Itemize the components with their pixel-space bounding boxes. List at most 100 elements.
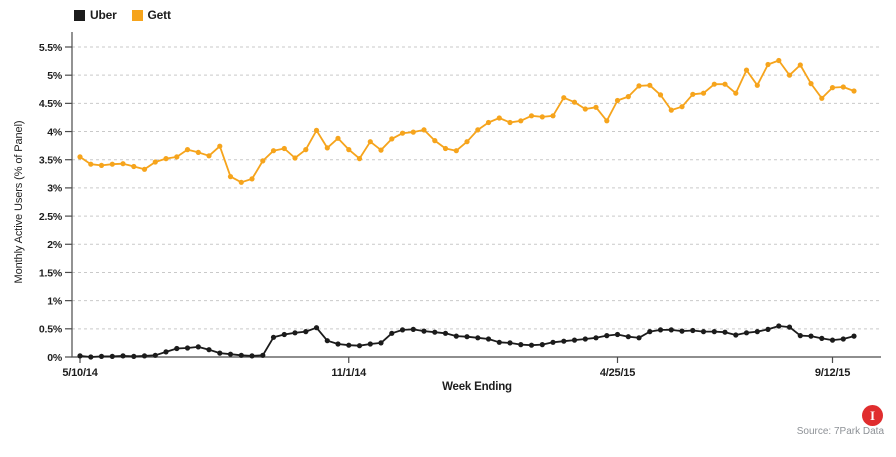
- data-point-gett: [399, 130, 406, 136]
- data-point-uber: [163, 349, 169, 355]
- data-point-gett: [184, 147, 191, 153]
- data-point-gett: [625, 94, 631, 100]
- y-tick-label: 4%: [47, 126, 63, 138]
- data-point-uber: [604, 333, 610, 339]
- data-point-gett: [496, 115, 502, 121]
- y-tick-label: 0.5%: [39, 324, 63, 336]
- data-point-uber: [593, 335, 599, 341]
- data-point-uber: [657, 327, 664, 333]
- y-tick-label: 0%: [47, 352, 63, 364]
- data-point-gett: [700, 90, 707, 96]
- uber-swatch-icon: [74, 9, 85, 21]
- data-point-uber: [98, 353, 105, 359]
- data-point-gett: [668, 107, 674, 113]
- data-point-gett: [131, 163, 137, 170]
- x-tick-label: 4/25/15: [600, 367, 635, 379]
- data-point-uber: [851, 333, 857, 339]
- data-point-gett: [614, 97, 621, 104]
- data-point-gett: [227, 174, 234, 180]
- data-point-gett: [647, 82, 653, 88]
- data-point-gett: [475, 127, 481, 133]
- data-point-gett: [335, 135, 341, 141]
- data-point-uber: [786, 324, 793, 330]
- data-point-gett: [464, 139, 470, 145]
- info-badge-icon[interactable]: I: [862, 405, 883, 426]
- data-point-gett: [120, 161, 126, 167]
- data-point-gett: [260, 158, 266, 164]
- data-point-gett: [152, 159, 158, 165]
- data-point-uber: [195, 344, 201, 350]
- data-point-uber: [668, 327, 674, 333]
- data-point-uber: [571, 337, 578, 343]
- data-point-gett: [485, 119, 492, 126]
- data-point-uber: [754, 329, 760, 335]
- data-point-gett: [378, 147, 384, 153]
- data-point-gett: [657, 92, 664, 98]
- data-point-uber: [399, 327, 406, 333]
- data-point-gett: [754, 82, 760, 88]
- legend-item-uber: Uber: [74, 8, 117, 22]
- data-point-uber: [539, 342, 545, 348]
- data-point-gett: [421, 127, 427, 133]
- data-point-gett: [141, 166, 148, 172]
- data-point-uber: [475, 335, 481, 341]
- data-point-uber: [550, 339, 556, 345]
- data-point-gett: [410, 129, 416, 135]
- data-point-uber: [335, 341, 341, 347]
- data-point-uber: [561, 338, 567, 344]
- data-point-uber: [292, 330, 298, 336]
- data-point-gett: [786, 72, 793, 78]
- x-axis-title: Week Ending: [442, 381, 512, 393]
- data-point-gett: [819, 95, 825, 101]
- data-point-uber: [829, 337, 836, 343]
- data-point-gett: [109, 161, 115, 167]
- data-point-uber: [260, 352, 266, 358]
- data-point-gett: [313, 127, 320, 133]
- data-point-gett: [851, 88, 857, 94]
- data-point-uber: [453, 333, 459, 339]
- y-tick-label: 1.5%: [39, 267, 63, 279]
- data-point-gett: [765, 61, 771, 68]
- x-tick-label: 11/1/14: [331, 367, 367, 379]
- data-point-gett: [174, 154, 180, 160]
- data-point-uber: [496, 339, 502, 345]
- data-point-uber: [421, 328, 427, 334]
- data-point-uber: [141, 353, 148, 359]
- data-point-uber: [109, 353, 115, 359]
- data-point-gett: [77, 154, 83, 160]
- data-point-uber: [378, 340, 384, 346]
- data-point-uber: [518, 342, 524, 348]
- y-tick-label: 4.5%: [39, 98, 63, 110]
- data-point-uber: [410, 326, 416, 332]
- legend-label-gett: Gett: [147, 8, 171, 22]
- data-point-gett: [507, 119, 513, 126]
- data-point-uber: [249, 353, 255, 359]
- x-tick-label: 9/12/15: [815, 367, 850, 379]
- data-point-uber: [324, 338, 330, 344]
- data-point-uber: [367, 341, 373, 347]
- data-point-uber: [507, 340, 513, 346]
- data-point-gett: [797, 62, 803, 68]
- data-point-uber: [88, 354, 94, 360]
- data-point-gett: [292, 155, 298, 161]
- data-point-uber: [636, 335, 642, 341]
- data-point-uber: [743, 330, 750, 336]
- data-point-uber: [711, 329, 717, 335]
- data-point-gett: [528, 113, 535, 119]
- data-point-uber: [184, 345, 191, 351]
- data-point-uber: [120, 353, 126, 359]
- data-point-gett: [593, 104, 599, 110]
- data-point-uber: [625, 334, 631, 340]
- y-tick-label: 3.5%: [39, 155, 63, 167]
- data-point-gett: [217, 143, 223, 149]
- data-point-gett: [733, 90, 739, 96]
- data-point-uber: [485, 336, 492, 342]
- data-point-uber: [840, 336, 846, 342]
- data-point-gett: [550, 113, 556, 119]
- data-point-gett: [690, 91, 696, 97]
- data-point-gett: [98, 162, 105, 168]
- info-badge-glyph: I: [869, 408, 876, 423]
- data-point-uber: [238, 352, 244, 358]
- data-point-uber: [346, 342, 352, 348]
